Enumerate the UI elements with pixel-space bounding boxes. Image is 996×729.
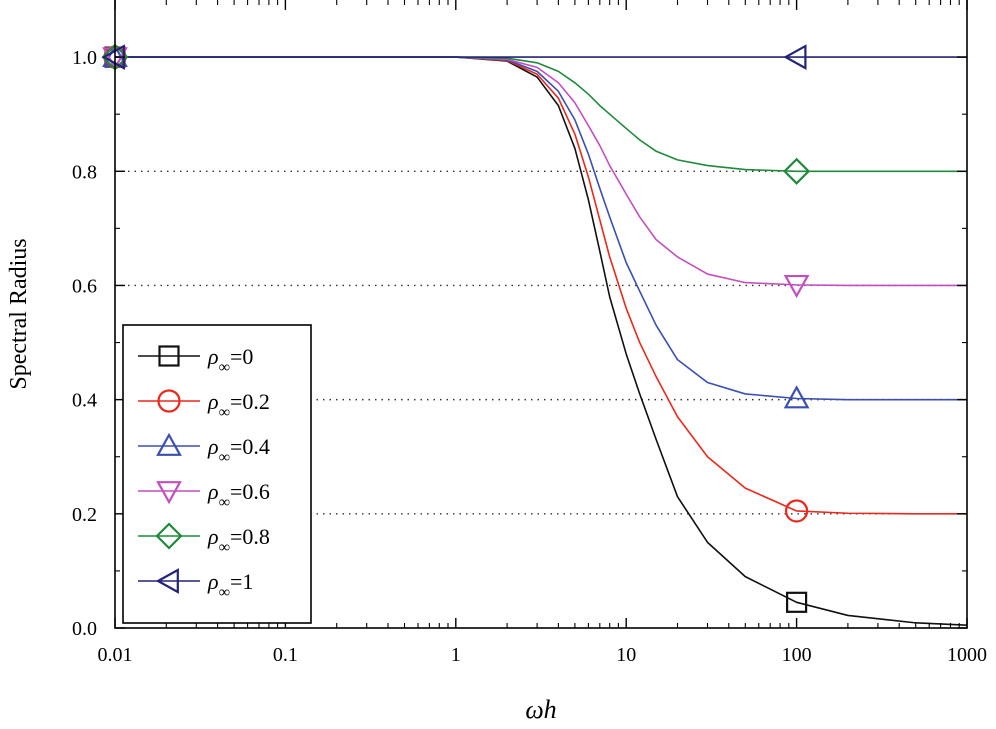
y-tick-label: 1.0 — [72, 47, 97, 69]
data-marker-triangle-up — [783, 385, 810, 409]
data-marker-triangle-down — [783, 274, 810, 299]
y-axis-label: Spectral Radius — [6, 238, 32, 389]
data-marker-triangle-left — [783, 44, 807, 70]
x-tick-label: 1000 — [947, 644, 987, 666]
x-tick-label: 1 — [451, 644, 461, 666]
x-tick-label: 100 — [782, 644, 812, 666]
y-tick-label: 0.8 — [72, 161, 97, 183]
legend-label: ρ∞=0.8 — [207, 524, 270, 556]
y-tick-label: 0.4 — [72, 390, 97, 412]
y-tick-label: 0.0 — [72, 618, 97, 640]
ticks-layer: 0.01 0.1 1 10 100 1000 0.0 0.2 0.4 0.6 0.8 1.0 — [72, 0, 987, 666]
legend-marker-circle — [157, 389, 181, 413]
legend: ρ∞=0 ρ∞=0.2 ρ∞=0.4 ρ∞=0.6 ρ∞=0.8 ρ∞=1 — [122, 324, 312, 624]
legend-marker-diamond — [155, 522, 183, 550]
x-tick-label: 0.01 — [98, 644, 133, 666]
legend-label: ρ∞=1 — [207, 569, 253, 601]
legend-marker-triangle-up — [156, 432, 182, 456]
y-tick-label: 0.6 — [72, 275, 97, 297]
series-layer — [115, 56, 968, 626]
legend-label: ρ∞=0.2 — [207, 389, 270, 421]
series-line-3 — [115, 56, 967, 287]
x-tick-label: 0.1 — [273, 644, 298, 666]
legend-marker-square — [158, 345, 180, 367]
series-line-0 — [115, 56, 968, 626]
legend-box — [122, 324, 312, 624]
data-marker-square — [785, 591, 808, 613]
legend-marker-triangle-left — [155, 568, 179, 594]
y-tick-label: 0.2 — [72, 504, 97, 526]
legend-label: ρ∞=0.6 — [207, 479, 270, 511]
legend-label: ρ∞=0 — [207, 344, 253, 376]
legend-label: ρ∞=0.4 — [207, 434, 270, 466]
series-line-2 — [115, 56, 967, 401]
legend-marker-triangle-down — [156, 481, 182, 505]
data-marker-diamond — [783, 157, 811, 185]
plot-frame — [114, 0, 968, 629]
x-tick-label: 10 — [616, 644, 636, 666]
data-marker-circle — [784, 499, 809, 523]
series-line-4 — [115, 56, 967, 173]
x-axis-label: ωh — [525, 695, 556, 724]
series-line-1 — [115, 56, 967, 515]
